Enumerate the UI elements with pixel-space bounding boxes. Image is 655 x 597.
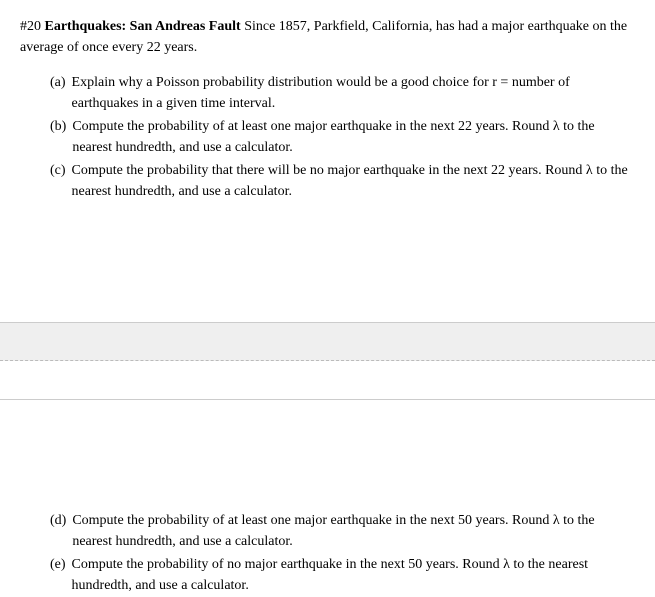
question-label: (d): [50, 510, 66, 552]
questions-top: (a) Explain why a Poisson probability di…: [20, 72, 635, 202]
question-e: (e) Compute the probability of no major …: [50, 554, 635, 596]
question-label: (a): [50, 72, 66, 114]
question-label: (e): [50, 554, 66, 596]
question-c: (c) Compute the probability that there w…: [50, 160, 635, 202]
question-text: Compute the probability of at least one …: [72, 510, 635, 552]
separator-line-bottom: [0, 399, 655, 400]
question-text: Compute the probability of no major eart…: [72, 554, 635, 596]
problem-number: #20: [20, 19, 45, 34]
question-label: (b): [50, 116, 66, 158]
question-text: Compute the probability of at least one …: [72, 116, 635, 158]
question-b: (b) Compute the probability of at least …: [50, 116, 635, 158]
question-a: (a) Explain why a Poisson probability di…: [50, 72, 635, 114]
problem-header: #20 Earthquakes: San Andreas Fault Since…: [20, 16, 635, 58]
question-label: (c): [50, 160, 66, 202]
problem-title: Earthquakes: San Andreas Fault: [45, 19, 241, 34]
question-text: Explain why a Poisson probability distri…: [72, 72, 635, 114]
question-d: (d) Compute the probability of at least …: [50, 510, 635, 552]
questions-bottom: (d) Compute the probability of at least …: [20, 510, 635, 596]
separator-gray-band: [0, 323, 655, 361]
page-separator: [0, 322, 655, 400]
question-text: Compute the probability that there will …: [72, 160, 635, 202]
